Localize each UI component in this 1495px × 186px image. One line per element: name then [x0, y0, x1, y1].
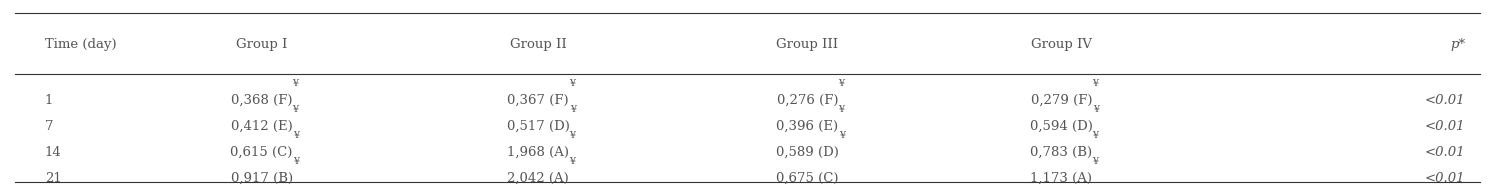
Text: 1: 1 [45, 94, 54, 107]
Text: ¥: ¥ [839, 105, 845, 114]
Text: 1,173 (A): 1,173 (A) [1030, 172, 1093, 185]
Text: ¥: ¥ [839, 131, 845, 140]
Text: Time (day): Time (day) [45, 38, 117, 51]
Text: 1,968 (A): 1,968 (A) [507, 146, 570, 159]
Text: 0,517 (D): 0,517 (D) [507, 120, 570, 133]
Text: ¥: ¥ [1093, 131, 1099, 140]
Text: ¥: ¥ [1093, 157, 1099, 166]
Text: 0,783 (B): 0,783 (B) [1030, 146, 1093, 159]
Text: 0,368 (F): 0,368 (F) [230, 94, 293, 107]
Text: 2,042 (A): 2,042 (A) [507, 172, 570, 185]
Text: ¥: ¥ [1093, 79, 1099, 88]
Text: 21: 21 [45, 172, 61, 185]
Text: Group III: Group III [776, 38, 839, 51]
Text: ¥: ¥ [293, 157, 299, 166]
Text: 0,367 (F): 0,367 (F) [507, 94, 570, 107]
Text: ¥: ¥ [570, 105, 576, 114]
Text: ¥: ¥ [293, 131, 299, 140]
Text: Group I: Group I [236, 38, 287, 51]
Text: Group II: Group II [510, 38, 567, 51]
Text: <0.01: <0.01 [1425, 172, 1465, 185]
Text: 0,589 (D): 0,589 (D) [776, 146, 839, 159]
Text: 0,396 (E): 0,396 (E) [776, 120, 839, 133]
Text: <0.01: <0.01 [1425, 120, 1465, 133]
Text: 0,412 (E): 0,412 (E) [230, 120, 293, 133]
Text: 0,917 (B): 0,917 (B) [230, 172, 293, 185]
Text: 0,279 (F): 0,279 (F) [1030, 94, 1093, 107]
Text: ¥: ¥ [570, 79, 576, 88]
Text: <0.01: <0.01 [1425, 146, 1465, 159]
Text: ¥: ¥ [570, 131, 576, 140]
Text: ¥: ¥ [570, 157, 576, 166]
Text: 0,615 (C): 0,615 (C) [230, 146, 293, 159]
Text: ¥: ¥ [293, 105, 299, 114]
Text: 0,675 (C): 0,675 (C) [776, 172, 839, 185]
Text: 14: 14 [45, 146, 61, 159]
Text: ¥: ¥ [293, 79, 299, 88]
Text: <0.01: <0.01 [1425, 94, 1465, 107]
Text: ¥: ¥ [839, 79, 845, 88]
Text: p*: p* [1450, 38, 1465, 51]
Text: 0,594 (D): 0,594 (D) [1030, 120, 1093, 133]
Text: Group IV: Group IV [1032, 38, 1091, 51]
Text: 7: 7 [45, 120, 54, 133]
Text: 0,276 (F): 0,276 (F) [776, 94, 839, 107]
Text: ¥: ¥ [1093, 105, 1099, 114]
